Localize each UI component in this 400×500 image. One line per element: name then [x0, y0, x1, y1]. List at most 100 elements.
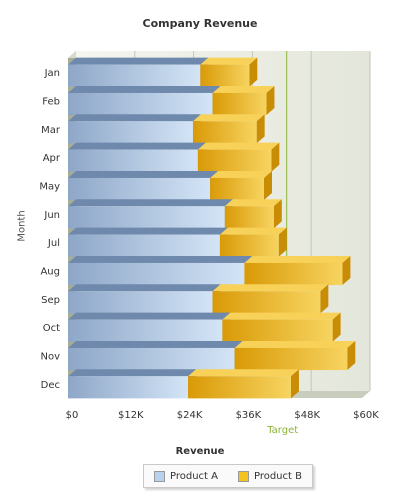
- bar-product-a-feb-face: [68, 92, 213, 116]
- y-tick-label: Oct: [43, 323, 60, 334]
- bar-product-b-aug-top: [244, 255, 351, 263]
- bar-product-a-jul-top: [68, 227, 228, 235]
- bar-product-b-mar-face: [192, 121, 257, 144]
- bar-product-b-nov-face: [234, 347, 348, 371]
- bar-product-a-feb-top: [68, 85, 221, 93]
- x-tick-label: $24K: [177, 410, 203, 421]
- bar-product-b-jun[interactable]: [224, 199, 282, 229]
- y-tick-label: Aug: [40, 267, 60, 278]
- bar-product-b-jan-face: [200, 64, 250, 87]
- bar-product-b-sep-face: [212, 291, 321, 314]
- bar-product-b-apr-face: [197, 149, 272, 172]
- bar-product-a-sep-top: [68, 284, 221, 292]
- x-axis-title: Revenue: [175, 446, 225, 457]
- bar-product-b-jun-top: [224, 199, 282, 207]
- bar-product-b-feb[interactable]: [212, 85, 275, 116]
- bar-product-b-may[interactable]: [210, 170, 272, 201]
- bar-product-b-dec-top: [188, 369, 299, 377]
- bar-product-b-feb-side: [266, 85, 275, 116]
- bar-product-b-dec-face: [188, 376, 291, 399]
- bar-product-a-jun-top: [68, 199, 233, 207]
- bar-product-a-jan-top: [68, 57, 209, 65]
- bar-product-b-aug-face: [244, 262, 343, 286]
- y-tick-label: Mar: [41, 125, 61, 136]
- bar-product-b-jan-top: [200, 57, 258, 65]
- y-tick-label: Jul: [47, 238, 60, 249]
- x-tick-label: $12K: [118, 410, 144, 421]
- y-tick-label: Jan: [44, 68, 60, 79]
- bar-product-b-oct-face: [222, 319, 333, 342]
- y-tick-label: Dec: [41, 380, 60, 391]
- bar-product-b-nov-side: [347, 340, 356, 371]
- bar-product-a-oct[interactable]: [68, 312, 231, 342]
- legend-label-product-b: Product B: [253, 470, 302, 482]
- y-tick-label: May: [39, 182, 60, 193]
- y-tick-label: Jun: [43, 210, 60, 221]
- bar-product-b-sep[interactable]: [212, 284, 329, 314]
- bar-product-a-may[interactable]: [68, 170, 219, 201]
- bar-product-a-dec-face: [68, 376, 189, 399]
- bar-product-b-mar-top: [192, 114, 265, 122]
- bar-product-b-nov-top: [234, 340, 356, 348]
- bar-product-a-jan[interactable]: [68, 57, 209, 87]
- bar-product-b-oct-top: [222, 312, 341, 320]
- y-tick-label: Feb: [42, 97, 60, 108]
- x-tick-label: $36K: [236, 410, 262, 421]
- bar-product-b-dec[interactable]: [188, 369, 299, 399]
- bar-product-a-aug-top: [68, 255, 253, 263]
- bar-product-b-jun-face: [224, 206, 274, 229]
- bar-product-a-jun[interactable]: [68, 199, 233, 229]
- legend: Product A Product B: [143, 464, 313, 488]
- bar-product-b-oct[interactable]: [222, 312, 341, 342]
- legend-item-product-b[interactable]: Product B: [237, 470, 302, 482]
- bar-product-b-jan[interactable]: [200, 57, 258, 87]
- bar-product-a-jun-face: [68, 206, 225, 229]
- bar-product-a-mar-top: [68, 114, 201, 122]
- chart-title: Company Revenue: [142, 17, 258, 30]
- bar-product-a-nov[interactable]: [68, 340, 243, 371]
- bar-product-a-aug-face: [68, 262, 245, 286]
- bar-product-b-sep-side: [320, 284, 329, 314]
- bar-product-b-jul[interactable]: [219, 227, 287, 257]
- bar-product-a-nov-face: [68, 347, 235, 371]
- bar-product-a-jan-face: [68, 64, 201, 87]
- bar-product-b-apr[interactable]: [197, 142, 280, 172]
- bar-product-b-may-top: [210, 170, 272, 178]
- bar-product-b-jul-face: [219, 234, 279, 257]
- bar-product-a-nov-top: [68, 340, 243, 348]
- bar-product-b-mar[interactable]: [192, 114, 265, 144]
- bar-product-b-nov[interactable]: [234, 340, 356, 371]
- x-tick-label: $0: [66, 410, 79, 421]
- bar-product-b-dec-side: [290, 369, 299, 399]
- legend-swatch-product-b: [237, 470, 249, 482]
- bar-product-a-aug[interactable]: [68, 255, 253, 286]
- bar-product-a-feb[interactable]: [68, 85, 221, 116]
- bar-product-a-may-face: [68, 177, 211, 201]
- bar-product-b-jul-side: [278, 227, 287, 257]
- x-tick-label: $48K: [294, 410, 320, 421]
- bar-product-b-oct-side: [332, 312, 341, 342]
- bar-product-a-sep-face: [68, 291, 213, 314]
- bar-product-b-apr-top: [197, 142, 280, 150]
- bar-product-a-may-top: [68, 170, 219, 178]
- bar-product-b-may-side: [264, 170, 272, 201]
- bar-product-b-sep-top: [212, 284, 329, 292]
- bar-product-a-oct-face: [68, 319, 223, 342]
- legend-item-product-a[interactable]: Product A: [153, 470, 218, 482]
- bar-product-b-aug-side: [342, 255, 351, 286]
- bar-product-b-feb-face: [212, 92, 267, 116]
- bar-product-b-jun-side: [273, 199, 282, 229]
- bar-product-a-apr[interactable]: [68, 142, 206, 172]
- bar-product-a-jul[interactable]: [68, 227, 228, 257]
- bar-product-a-mar[interactable]: [68, 114, 201, 144]
- bar-product-a-dec[interactable]: [68, 369, 197, 399]
- bar-product-a-apr-face: [68, 149, 198, 172]
- bar-product-a-apr-top: [68, 142, 206, 150]
- bar-product-a-oct-top: [68, 312, 231, 320]
- bar-product-b-aug[interactable]: [244, 255, 351, 286]
- x-tick-label: $60K: [353, 410, 379, 421]
- bar-product-b-jan-side: [249, 57, 258, 87]
- bar-product-a-sep[interactable]: [68, 284, 221, 314]
- bar-product-b-may-face: [210, 177, 264, 201]
